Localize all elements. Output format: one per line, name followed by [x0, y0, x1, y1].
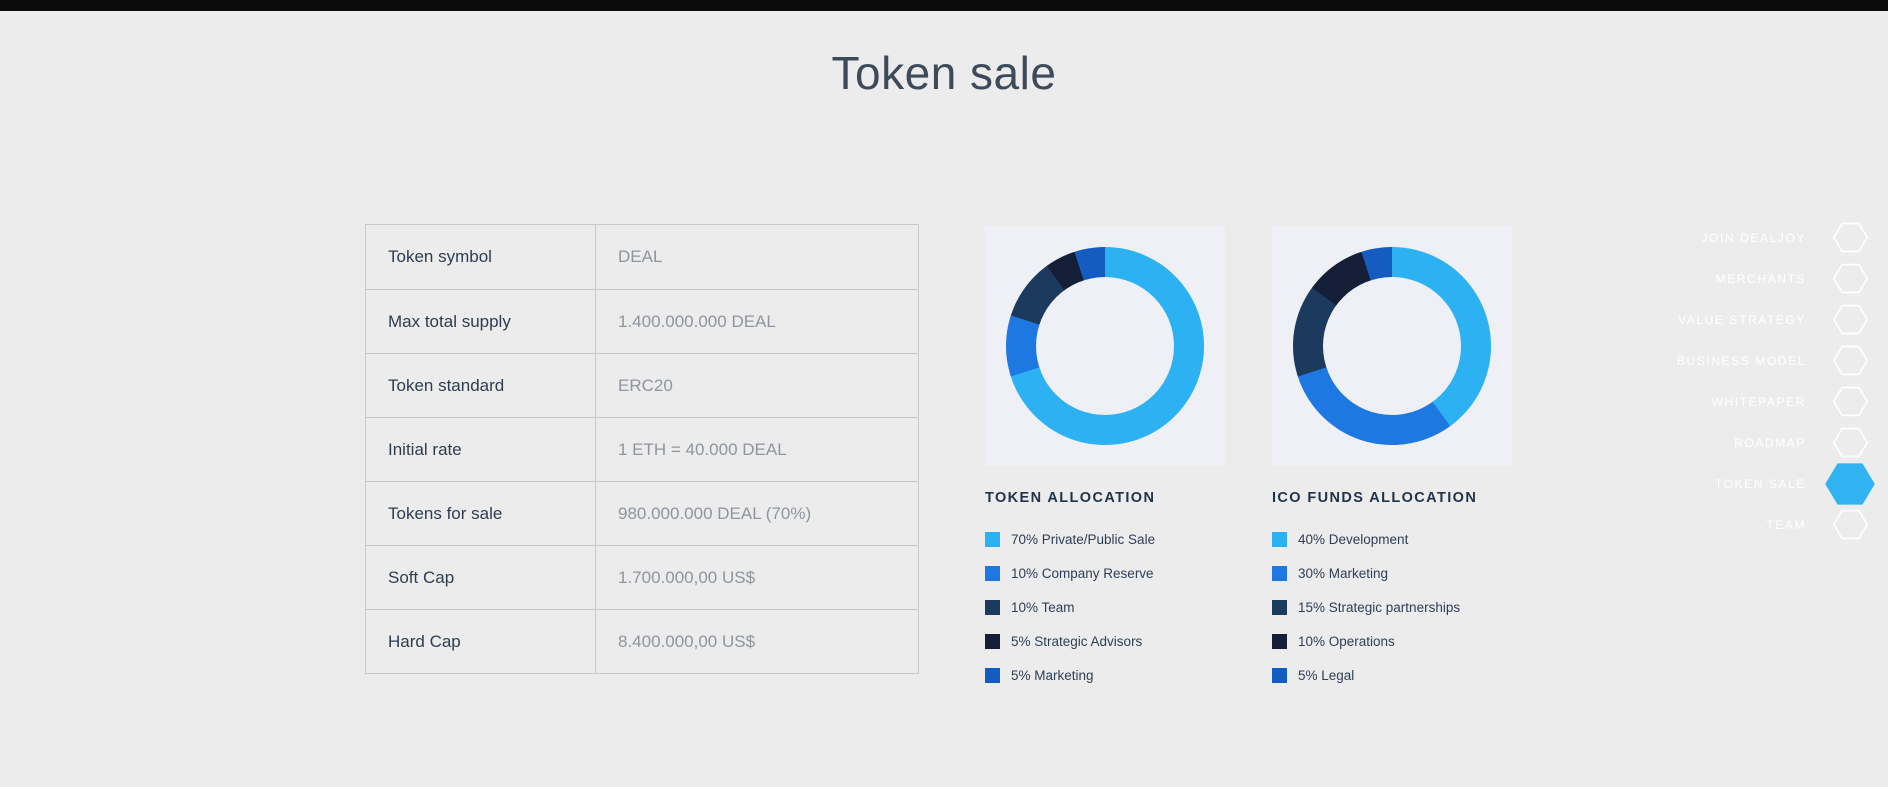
ico-funds-allocation-chart: ICO FUNDS ALLOCATION 40% Development 30%…	[1272, 226, 1512, 692]
nav-item-team[interactable]: TEAM	[1578, 504, 1878, 545]
hexagon-icon	[1822, 509, 1878, 540]
section-nav: JOIN DEALJOY MERCHANTS VALUE STRATEGY BU…	[1578, 217, 1878, 545]
legend-item: 5% Strategic Advisors	[985, 624, 1225, 658]
table-value-token-symbol: DEAL	[618, 247, 663, 266]
table-label-soft-cap: Soft Cap	[366, 546, 596, 609]
hexagon-icon	[1822, 345, 1878, 376]
hexagon-icon	[1822, 386, 1878, 417]
legend-swatch	[1272, 565, 1287, 581]
legend-swatch	[985, 599, 1000, 615]
legend-item: 10% Company Reserve	[985, 556, 1225, 590]
donut-chart-panel	[1272, 226, 1512, 466]
nav-label: VALUE STRATEGY	[1678, 312, 1806, 327]
table-row: Token symbol DEAL	[366, 225, 918, 289]
table-label-token-standard: Token standard	[366, 354, 596, 417]
chart-title-ico-funds-allocation: ICO FUNDS ALLOCATION	[1272, 490, 1478, 506]
hexagon-icon	[1822, 222, 1878, 253]
nav-item-whitepaper[interactable]: WHITEPAPER	[1578, 381, 1878, 422]
legend-label: 5% Strategic Advisors	[1011, 633, 1143, 649]
legend-label: 70% Private/Public Sale	[1011, 531, 1156, 547]
table-value-max-total-supply: 1.400.000.000 DEAL	[618, 311, 776, 331]
nav-item-value-strategy[interactable]: VALUE STRATEGY	[1578, 299, 1878, 340]
hexagon-icon	[1822, 304, 1878, 335]
table-value-soft-cap: 1.700.000,00 US$	[618, 567, 756, 587]
legend-swatch	[985, 531, 1000, 547]
legend-label: 5% Legal	[1298, 667, 1355, 683]
nav-item-token-sale[interactable]: TOKEN SALE	[1578, 461, 1878, 507]
table-row: Hard Cap 8.400.000,00 US$	[366, 609, 918, 673]
nav-label: MERCHANTS	[1715, 271, 1806, 286]
nav-label: JOIN DEALJOY	[1701, 230, 1806, 245]
legend-label: 15% Strategic partnerships	[1298, 599, 1461, 615]
legend-item: 5% Marketing	[985, 658, 1225, 692]
nav-label: TEAM	[1766, 517, 1806, 532]
hexagon-icon	[1822, 263, 1878, 294]
legend-label: 10% Operations	[1298, 633, 1395, 649]
ico-funds-allocation-legend: 40% Development 30% Marketing 15% Strate…	[1272, 522, 1512, 692]
table-value-tokens-for-sale: 980.000.000 DEAL (70%)	[618, 503, 812, 523]
table-label-token-symbol: Token symbol	[366, 225, 596, 289]
legend-label: 30% Marketing	[1298, 565, 1389, 581]
legend-item: 30% Marketing	[1272, 556, 1512, 590]
table-row: Initial rate 1 ETH = 40.000 DEAL	[366, 417, 918, 481]
legend-swatch	[985, 565, 1000, 581]
token-allocation-donut	[1006, 247, 1204, 445]
table-row: Max total supply 1.400.000.000 DEAL	[366, 289, 918, 353]
table-label-max-total-supply: Max total supply	[366, 290, 596, 353]
hexagon-icon	[1822, 427, 1878, 458]
nav-item-business-model[interactable]: BUSINESS MODEL	[1578, 340, 1878, 381]
legend-label: 5% Marketing	[1011, 667, 1094, 683]
legend-swatch	[985, 633, 1000, 649]
table-label-tokens-for-sale: Tokens for sale	[366, 482, 596, 545]
legend-swatch	[985, 667, 1000, 683]
legend-item: 5% Legal	[1272, 658, 1512, 692]
nav-label: ROADMAP	[1734, 435, 1806, 450]
nav-label: BUSINESS MODEL	[1676, 353, 1806, 368]
table-label-hard-cap: Hard Cap	[366, 610, 596, 673]
token-details-table: Token symbol DEAL Max total supply 1.400…	[365, 224, 919, 674]
hexagon-icon	[1822, 461, 1878, 507]
legend-item: 15% Strategic partnerships	[1272, 590, 1512, 624]
legend-swatch	[1272, 599, 1287, 615]
table-label-initial-rate: Initial rate	[366, 418, 596, 481]
legend-swatch	[1272, 531, 1287, 547]
legend-item: 10% Operations	[1272, 624, 1512, 658]
table-row: Token standard ERC20	[366, 353, 918, 417]
table-value-initial-rate: 1 ETH = 40.000 DEAL	[618, 439, 787, 459]
table-value-token-standard: ERC20	[618, 375, 673, 395]
legend-item: 40% Development	[1272, 522, 1512, 556]
token-allocation-legend: 70% Private/Public Sale 10% Company Rese…	[985, 522, 1225, 692]
legend-swatch	[1272, 633, 1287, 649]
table-row: Soft Cap 1.700.000,00 US$	[366, 545, 918, 609]
legend-swatch	[1272, 667, 1287, 683]
page-title: Token sale	[831, 47, 1057, 99]
nav-label: TOKEN SALE	[1714, 476, 1806, 491]
ico-funds-allocation-donut	[1293, 247, 1491, 445]
legend-item: 10% Team	[985, 590, 1225, 624]
nav-item-merchants[interactable]: MERCHANTS	[1578, 258, 1878, 299]
token-allocation-chart: TOKEN ALLOCATION 70% Private/Public Sale…	[985, 226, 1225, 692]
top-bar	[0, 0, 1888, 11]
chart-title-token-allocation: TOKEN ALLOCATION	[985, 490, 1156, 506]
legend-label: 10% Company Reserve	[1011, 565, 1154, 581]
nav-item-roadmap[interactable]: ROADMAP	[1578, 422, 1878, 463]
nav-item-join-dealjoy[interactable]: JOIN DEALJOY	[1578, 217, 1878, 258]
table-row: Tokens for sale 980.000.000 DEAL (70%)	[366, 481, 918, 545]
legend-label: 10% Team	[1011, 599, 1075, 615]
legend-label: 40% Development	[1298, 531, 1409, 547]
nav-label: WHITEPAPER	[1711, 394, 1806, 409]
legend-item: 70% Private/Public Sale	[985, 522, 1225, 556]
donut-chart-panel	[985, 226, 1225, 466]
table-value-hard-cap: 8.400.000,00 US$	[618, 631, 756, 651]
